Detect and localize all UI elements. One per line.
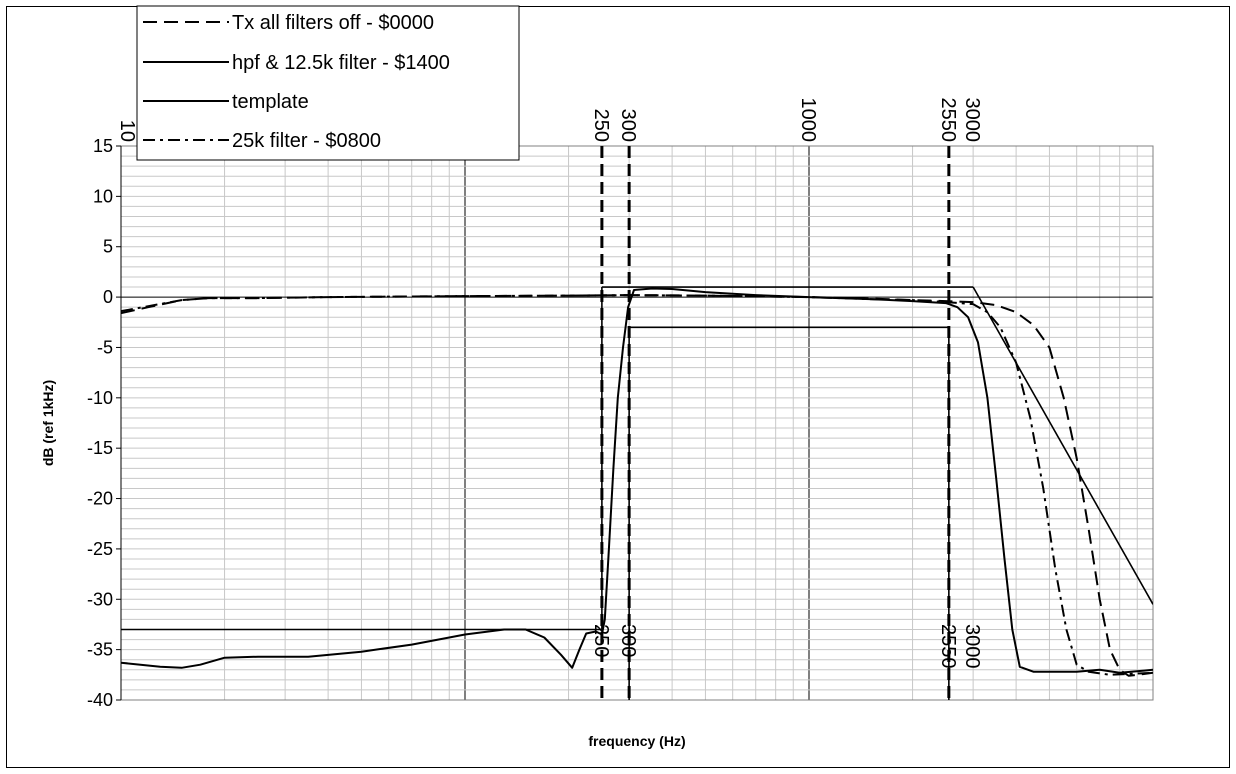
y-tick-label: -10 [87, 388, 113, 408]
plot-area-border [120, 145, 1154, 701]
legend-box [136, 5, 520, 161]
y-tick-label: 15 [93, 136, 113, 156]
legend-entry: hpf & 12.5k filter - $1400 [232, 52, 450, 74]
legend: Tx all filters off - $0000 hpf & 12.5k fi… [136, 5, 520, 161]
series-lines [121, 287, 1153, 677]
bottom-freq-label: 300 [617, 624, 639, 657]
bottom-freq-label: 250 [590, 624, 612, 657]
frequency-markers [600, 146, 951, 700]
grid [121, 146, 1153, 700]
top-freq-label: 10 [116, 120, 138, 142]
axes [120, 145, 1154, 701]
y-axis-label: dB (ref 1kHz) [40, 380, 56, 466]
x-axis-label: frequency (Hz) [588, 733, 685, 749]
y-tick-label: -15 [87, 438, 113, 458]
legend-entry: Tx all filters off - $0000 [232, 12, 434, 34]
top-freq-label: 2550 [937, 98, 959, 143]
y-tick-label: 10 [93, 186, 113, 206]
bottom-freq-label: 3000 [961, 624, 983, 669]
legend-entry: template [232, 91, 309, 113]
bottom-freq-label: 2550 [937, 624, 959, 669]
y-tick-label: 5 [103, 237, 113, 257]
series-line [121, 287, 1153, 674]
y-tick-label: -5 [97, 337, 113, 357]
y-tick-label: -25 [87, 539, 113, 559]
y-tick-label: 0 [103, 287, 113, 307]
y-tick-label: -30 [87, 589, 113, 609]
top-freq-label: 300 [617, 109, 639, 142]
top-freq-label: 3000 [961, 98, 983, 143]
y-tick-label: -20 [87, 489, 113, 509]
y-tick-label: -40 [87, 690, 113, 710]
top-freq-label: 250 [590, 109, 612, 142]
legend-entry: 25k filter - $0800 [232, 130, 381, 152]
y-tick-label: -35 [87, 640, 113, 660]
series-line [121, 294, 1153, 677]
series-line [121, 294, 1153, 676]
template-segment [972, 286, 1153, 605]
top-freq-label: 1000 [797, 98, 819, 143]
